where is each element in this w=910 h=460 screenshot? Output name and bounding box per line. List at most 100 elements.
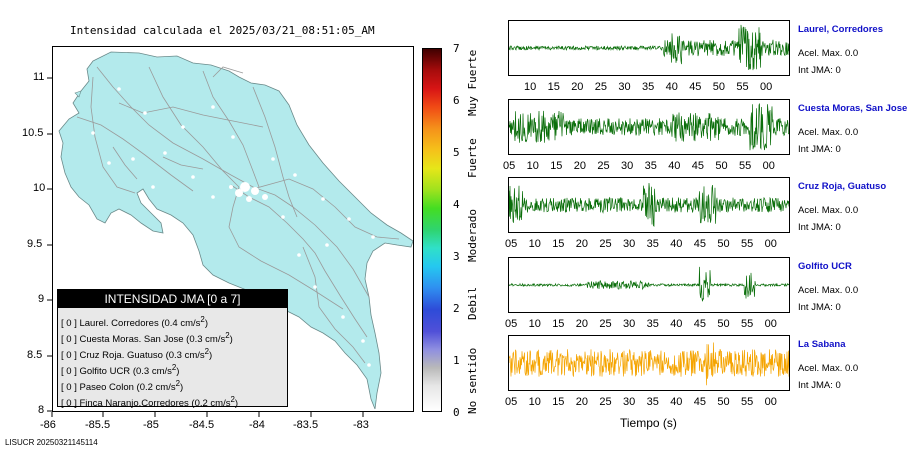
lat-tick: 8	[38, 404, 45, 416]
legend-row: [ 0 ] Finca Naranjo.Corredores (0.2 cm/s…	[61, 395, 239, 410]
station-max-accel: Acel. Max. 0.0	[798, 205, 859, 216]
station-jma-intensity: Int JMA: 0	[798, 144, 841, 155]
lon-tick: -85.5	[85, 419, 111, 431]
intensity-colorbar	[422, 48, 442, 412]
time-tick: 45	[693, 318, 707, 330]
legend-row: [ 0 ] Golfito UCR (0.3 cm/s2)	[61, 363, 180, 378]
colorbar-tick: 3	[453, 250, 460, 263]
time-tick: 00	[762, 160, 775, 172]
time-tick: 10	[528, 396, 541, 408]
station-name: Golfito UCR	[798, 261, 852, 272]
station-jma-intensity: Int JMA: 0	[798, 380, 841, 391]
time-tick: 55	[741, 396, 754, 408]
time-tick: 25	[599, 238, 612, 250]
time-tick: 45	[689, 81, 702, 93]
time-tick: 50	[717, 318, 730, 330]
colorbar-tick: 5	[453, 146, 460, 159]
colorbar-level-label: Fuerte	[466, 138, 479, 178]
time-tick: 30	[623, 318, 636, 330]
time-tick: 30	[623, 396, 636, 408]
time-tick: 15	[552, 396, 565, 408]
station-name: Cuesta Moras, San Jose	[798, 103, 908, 114]
station-jma-intensity: Int JMA: 0	[798, 65, 841, 76]
colorbar-level-label: No sentido	[466, 347, 479, 414]
seismogram-trace	[509, 102, 789, 151]
time-tick: 30	[621, 160, 634, 172]
time-tick: 30	[623, 238, 636, 250]
seismogram-line	[509, 24, 789, 71]
nicoya-islet	[74, 90, 82, 98]
legend-row: [ 0 ] Cuesta Moras. San Jose (0.3 cm/s2)	[61, 331, 233, 346]
lon-tick: -83.5	[293, 419, 319, 431]
map-tick-marks	[47, 77, 364, 417]
colorbar-tick: 1	[453, 354, 460, 367]
time-tick: 25	[599, 318, 612, 330]
waveform-panel	[508, 20, 790, 76]
seismogram-trace	[509, 24, 789, 71]
lon-tick: -84.5	[189, 419, 215, 431]
seismogram-trace	[509, 266, 789, 302]
seismogram-trace	[509, 182, 789, 227]
colorbar-tick: 4	[453, 198, 460, 211]
time-tick: 40	[665, 81, 678, 93]
time-tick: 00	[764, 318, 777, 330]
time-tick: 35	[646, 396, 659, 408]
time-tick: 50	[712, 81, 726, 93]
station-name: Cruz Roja, Guatuso	[798, 181, 887, 192]
time-tick: 55	[736, 81, 749, 93]
time-tick: 35	[646, 318, 659, 330]
seismogram-line	[509, 342, 789, 386]
colorbar-tick: 6	[453, 94, 460, 107]
legend-row: [ 0 ] Paseo Colon (0.2 cm/s2)	[61, 379, 184, 394]
station-max-accel: Acel. Max. 0.0	[798, 363, 859, 374]
time-tick: 50	[717, 238, 730, 250]
waveform-panel	[508, 99, 790, 155]
colorbar-level-label: Moderado	[466, 209, 479, 262]
map-title: Intensidad calculada el 2025/03/21_08:51…	[70, 24, 375, 37]
time-tick: 40	[668, 160, 681, 172]
seismogram-trace	[509, 342, 789, 386]
time-tick: 00	[764, 238, 777, 250]
time-tick: 00	[760, 81, 773, 93]
lon-tick: -83	[353, 419, 369, 431]
lat-tick: 10	[33, 182, 46, 194]
time-tick: 50	[715, 160, 728, 172]
time-tick: 05	[505, 318, 518, 330]
time-tick: 40	[670, 238, 683, 250]
time-tick: 35	[644, 160, 657, 172]
legend-title: INTENSIDAD JMA [0 a 7]	[58, 290, 287, 308]
station-name: Laurel, Corredores	[798, 24, 883, 35]
legend-row: [ 0 ] Laurel. Corredores (0.4 cm/s2)	[61, 315, 208, 330]
time-tick: 00	[764, 396, 777, 408]
station-max-accel: Acel. Max. 0.0	[798, 127, 859, 138]
locality-dots	[91, 87, 375, 367]
lon-tick: -84	[249, 419, 265, 431]
waveform-panel	[508, 177, 790, 233]
legend-row: [ 0 ] Cruz Roja. Guatuso (0.3 cm/s2)	[61, 347, 213, 362]
time-tick: 20	[575, 396, 589, 408]
time-tick: 25	[597, 160, 610, 172]
station-max-accel: Acel. Max. 0.0	[798, 285, 859, 296]
lat-tick: 8.5	[27, 349, 43, 361]
time-tick: 45	[693, 396, 707, 408]
time-tick: 45	[693, 238, 707, 250]
time-tick: 25	[599, 396, 612, 408]
colorbar-tick: 0	[453, 406, 460, 419]
seismogram-line	[509, 102, 789, 151]
station-jma-intensity: Int JMA: 0	[798, 222, 841, 233]
time-tick: 05	[503, 160, 516, 172]
time-tick: 25	[594, 81, 608, 93]
lat-tick: 9.5	[27, 238, 43, 250]
station-jma-intensity: Int JMA: 0	[798, 302, 841, 313]
time-tick: 15	[552, 318, 565, 330]
time-tick: 55	[741, 238, 754, 250]
time-tick: 10	[526, 160, 539, 172]
time-tick: 15	[550, 160, 563, 172]
time-tick: 05	[505, 238, 518, 250]
colorbar-tick: 2	[453, 302, 460, 315]
seismogram-line	[509, 266, 789, 302]
time-tick: 35	[646, 238, 659, 250]
colorbar-level-label: Debil	[466, 286, 479, 320]
lon-tick: -86	[40, 419, 56, 431]
time-axis-label: Tiempo (s)	[620, 416, 677, 430]
